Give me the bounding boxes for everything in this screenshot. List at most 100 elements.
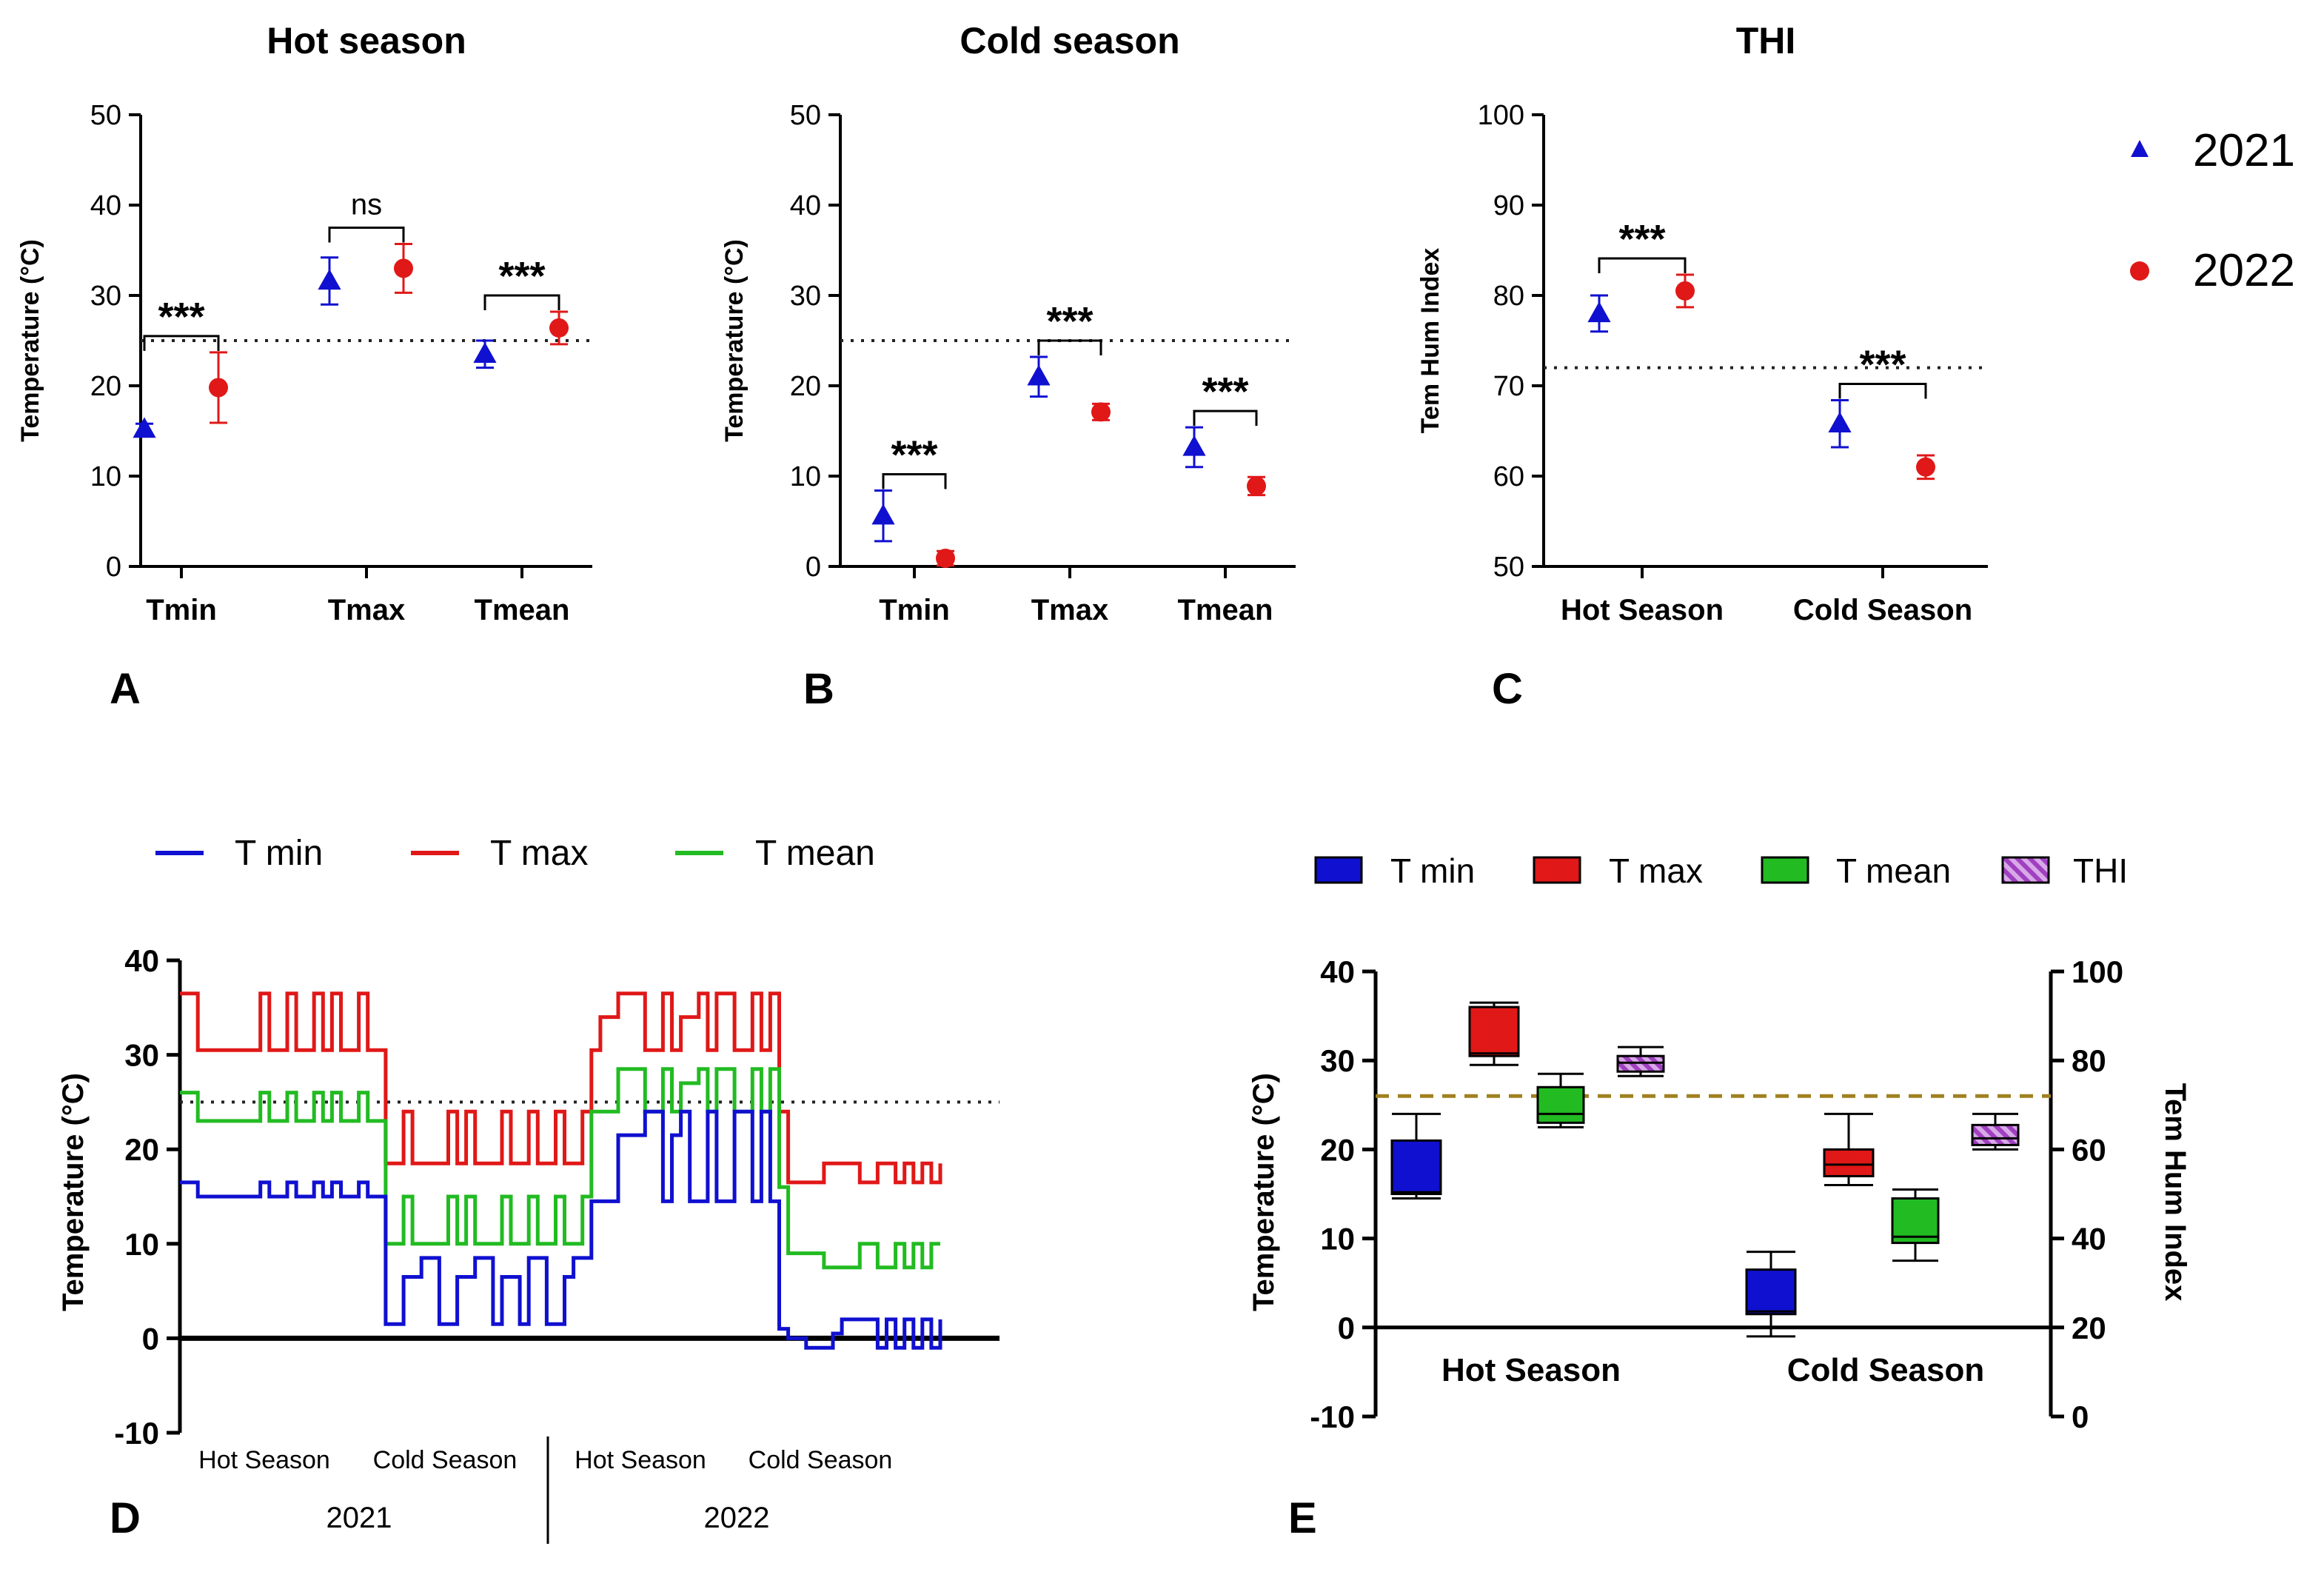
period-label: Cold Season [749,1446,893,1474]
y-tick-label: 20 [124,1132,159,1167]
panel-d-plot: -10 0 10 20 30 40 [114,943,999,1451]
box-t-max [1468,1006,1520,1057]
panel-e-ylabel-left: Temperature (°C) [1248,1073,1280,1311]
significance-label: ns [351,188,382,221]
y-tick-label: 100 [1478,100,1524,131]
legend-e-tmin-swatch [1314,856,1363,884]
point-2021 [1828,412,1852,432]
significance-bracket [143,335,220,351]
panel-letter-b: B [803,665,834,713]
x-category-label: Cold Season [1787,1352,1985,1388]
legend-2022-label: 2022 [2193,245,2295,296]
y-tick-label: 70 [1493,371,1524,402]
year-label-2021: 2021 [327,1502,392,1534]
panel-a-ylabel: Temperature (°C) [16,239,44,442]
legend-e-tmax-label: T max [1609,852,1703,890]
y-tick-label: 30 [124,1038,159,1073]
y-tick-label: 30 [790,281,821,312]
legend-e-tmax-swatch [1533,856,1581,884]
period-label: Cold Season [373,1446,518,1474]
significance-bracket [1037,339,1102,355]
y-tick-label-right: 100 [2072,954,2123,989]
y-tick-label: 0 [142,1321,159,1356]
y-tick-label-left: 40 [1320,954,1355,989]
legend-2021-label: 2021 [2193,125,2295,176]
y-tick-label-left: 30 [1320,1043,1355,1078]
significance-label: *** [891,433,937,478]
point-2021 [133,417,156,438]
legend-e-tmean-label: T mean [1836,852,1951,890]
y-tick-label: -10 [114,1416,159,1451]
y-tick-label: 50 [1493,552,1524,583]
significance-bracket [483,294,560,310]
panel-letter-a: A [110,665,141,713]
panel-c-plot: 50 60 70 80 90 100 Hot Season Cold Season *** *** [1478,100,1988,626]
point-2022 [549,318,569,338]
legend-d-tmax-label: T max [490,834,588,873]
box-t-mean [1536,1085,1585,1124]
panel-a-plot: 0 10 20 30 40 50 Tmin Tmax Tmean *** ns *** [90,100,592,626]
box-t-max [1823,1148,1875,1177]
y-tick-label: 40 [90,190,121,221]
y-tick-label: 90 [1493,190,1524,221]
panel-c-ylabel: Tem Hum Index [1416,248,1444,434]
year-label-2022: 2022 [704,1502,770,1534]
panel-e-plot: -10 0 10 20 30 40 0 20 40 60 80 100 Hot Season Cold S… [1310,954,2123,1434]
significance-label: *** [1046,299,1093,344]
series-line-t-max [180,991,942,1185]
y-tick-label: 30 [90,281,121,312]
x-tick-label: Tmean [475,594,570,626]
significance-bracket [882,473,947,489]
x-tick-label: Tmax [328,594,406,626]
y-tick-label: 0 [106,552,121,583]
significance-bracket [1598,257,1687,273]
panel-letter-d: D [110,1494,141,1542]
period-label: Hot Season [198,1446,330,1474]
box-thi [1616,1054,1665,1073]
box-thi [1971,1123,2020,1146]
series-line-t-mean [180,1067,940,1270]
y-tick-label-right: 40 [2072,1222,2106,1257]
y-tick-label: 0 [806,552,821,583]
y-tick-label: 50 [790,100,821,131]
panel-c-title: THI [1736,20,1796,61]
point-2021 [871,504,895,525]
point-2022 [1675,281,1695,301]
y-tick-label: 10 [124,1227,159,1262]
point-2021 [1182,435,1206,456]
y-tick-label: 20 [790,371,821,402]
box-t-min [1390,1139,1442,1196]
panel-b-title: Cold season [960,20,1179,61]
y-tick-label: 60 [1493,461,1524,492]
y-tick-label-right: 80 [2072,1043,2106,1078]
period-label: Hot Season [575,1446,706,1474]
y-tick-label: 80 [1493,281,1524,312]
panel-d-ylabel: Temperature (°C) [57,1073,90,1311]
point-2022 [1091,402,1111,422]
point-2022 [209,378,228,398]
point-2021 [473,342,497,363]
series-line-t-min [180,1109,942,1350]
point-2021 [1587,301,1611,323]
y-tick-label: 10 [790,461,821,492]
y-tick-label-right: 0 [2072,1399,2089,1434]
x-tick-label: Cold Season [1793,594,1972,626]
x-tick-label: Tmean [1178,594,1273,626]
x-tick-label: Hot Season [1561,594,1724,626]
x-tick-label: Tmax [1031,594,1109,626]
x-category-label: Hot Season [1441,1352,1621,1388]
y-tick-label-left: 0 [1338,1311,1355,1345]
significance-label: *** [1859,343,1906,387]
box-t-mean [1891,1197,1940,1245]
point-2022 [936,549,955,569]
point-2022 [1916,457,1935,477]
significance-label: *** [1202,369,1248,414]
x-tick-label: Tmin [146,594,217,626]
y-tick-label-left: -10 [1310,1399,1355,1434]
significance-label: *** [498,254,545,298]
significance-bracket [1838,383,1927,399]
y-tick-label-left: 20 [1320,1132,1355,1167]
y-tick-label: 10 [90,461,121,492]
legend-e-tmean-swatch [1761,856,1809,884]
